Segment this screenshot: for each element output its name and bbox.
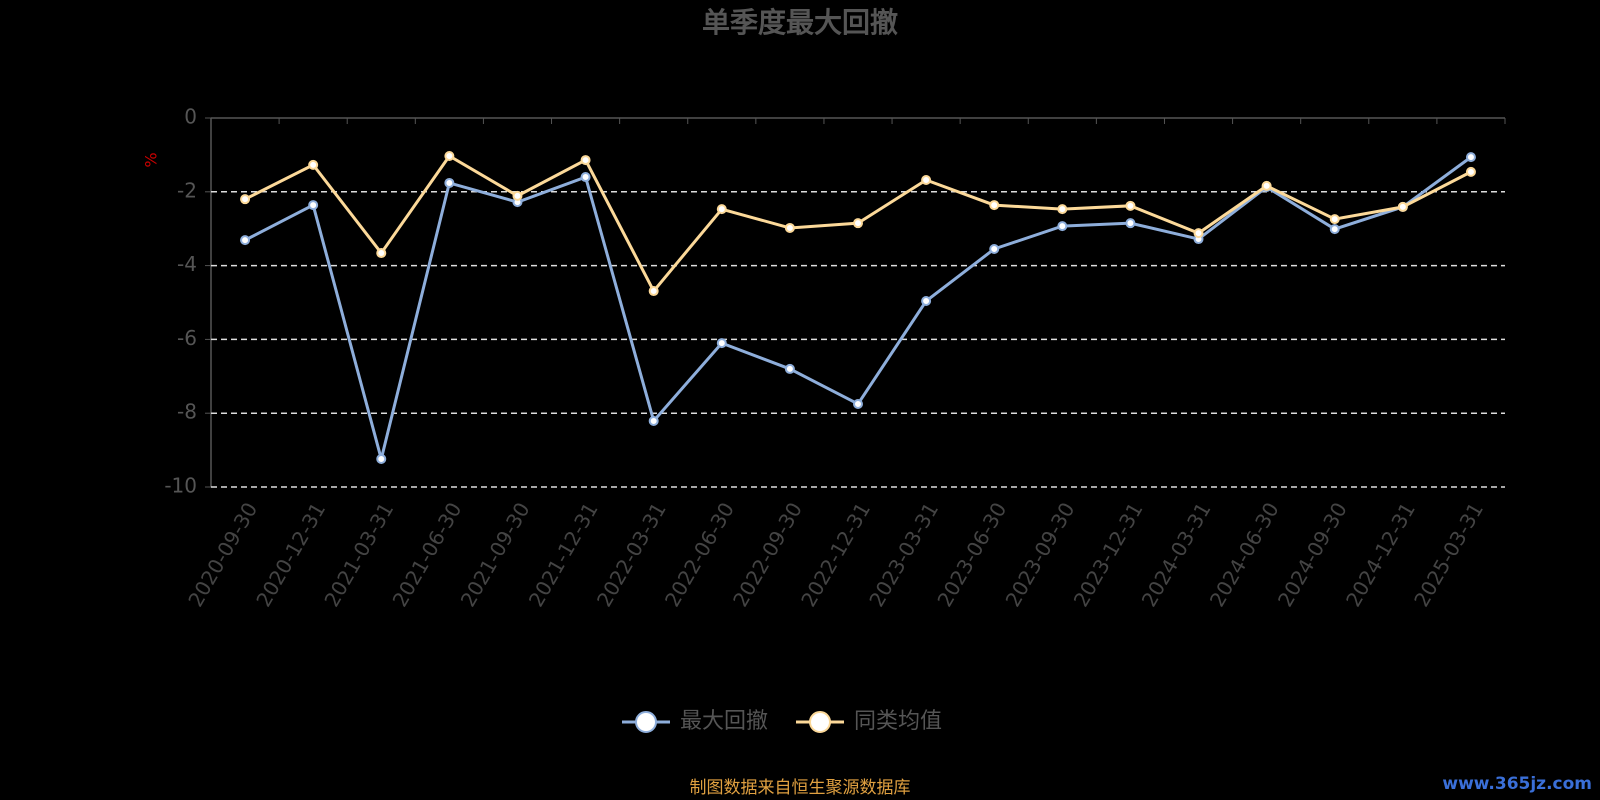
x-tick-label: 2020-12-31 bbox=[251, 498, 330, 611]
data-point bbox=[308, 159, 319, 170]
data-point bbox=[512, 190, 523, 201]
data-point bbox=[1465, 166, 1476, 177]
data-point bbox=[648, 415, 659, 426]
data-point bbox=[989, 200, 1000, 211]
x-tick-label: 2022-06-30 bbox=[660, 498, 739, 611]
x-tick-label: 2024-12-31 bbox=[1341, 498, 1420, 611]
data-point bbox=[1261, 180, 1272, 191]
x-tick-label: 2022-09-30 bbox=[728, 498, 807, 611]
data-point bbox=[648, 286, 659, 297]
x-tick-label: 2024-06-30 bbox=[1205, 498, 1284, 611]
data-point bbox=[716, 204, 727, 215]
data-point bbox=[784, 363, 795, 374]
x-tick-label: 2023-03-31 bbox=[864, 498, 943, 611]
y-tick-label: 0 bbox=[184, 105, 197, 129]
series-line bbox=[244, 155, 1472, 460]
data-point bbox=[1329, 224, 1340, 235]
data-point bbox=[376, 453, 387, 464]
data-point bbox=[921, 296, 932, 307]
watermark: www.365jz.com bbox=[1442, 774, 1592, 794]
y-tick-label: -2 bbox=[177, 178, 197, 202]
data-point bbox=[240, 194, 251, 205]
data-point bbox=[376, 248, 387, 259]
x-tick-label: 2024-09-30 bbox=[1273, 498, 1352, 611]
data-point bbox=[308, 200, 319, 211]
data-point bbox=[1193, 228, 1204, 239]
x-tick-label: 2023-09-30 bbox=[1001, 498, 1080, 611]
data-point bbox=[1125, 218, 1136, 229]
y-axis-label: % bbox=[142, 152, 161, 167]
y-tick-label: -8 bbox=[177, 400, 197, 424]
x-tick-label: 2021-09-30 bbox=[456, 498, 535, 611]
source-note: 制图数据来自恒生聚源数据库 bbox=[690, 778, 911, 798]
data-point bbox=[853, 218, 863, 229]
chart-title: 单季度最大回撤 bbox=[702, 6, 898, 39]
x-tick-label: 2020-09-30 bbox=[183, 498, 262, 611]
x-tick-label: 2022-03-31 bbox=[592, 498, 671, 611]
data-point bbox=[444, 151, 455, 162]
x-tick-label: 2023-06-30 bbox=[932, 498, 1011, 611]
y-tick-label: -10 bbox=[164, 474, 197, 498]
data-point bbox=[444, 177, 455, 188]
legend-marker bbox=[809, 711, 831, 733]
x-tick-label: 2022-12-31 bbox=[796, 498, 875, 611]
x-tick-label: 2024-03-31 bbox=[1137, 498, 1216, 611]
data-point bbox=[716, 338, 727, 349]
y-tick-label: -4 bbox=[177, 252, 197, 276]
x-tick-label: 2023-12-31 bbox=[1069, 498, 1148, 611]
data-point bbox=[1397, 201, 1408, 212]
data-point bbox=[1329, 214, 1340, 225]
data-point bbox=[853, 398, 863, 409]
x-tick-label: 2021-03-31 bbox=[319, 498, 398, 611]
data-point bbox=[580, 172, 591, 183]
data-point bbox=[784, 222, 795, 233]
data-point bbox=[1057, 221, 1068, 232]
data-point bbox=[921, 174, 932, 185]
legend-marker bbox=[635, 711, 657, 733]
legend-label: 同类均值 bbox=[854, 709, 942, 734]
data-point bbox=[1057, 204, 1068, 215]
data-point bbox=[989, 243, 1000, 254]
data-point bbox=[580, 155, 591, 166]
x-tick-label: 2021-06-30 bbox=[388, 498, 467, 611]
data-point bbox=[1465, 152, 1476, 163]
legend-label: 最大回撤 bbox=[680, 709, 768, 734]
data-point bbox=[1125, 200, 1136, 211]
y-tick-label: -6 bbox=[177, 326, 197, 350]
data-point bbox=[240, 235, 251, 246]
x-tick-label: 2021-12-31 bbox=[524, 498, 603, 611]
x-tick-label: 2025-03-31 bbox=[1409, 498, 1488, 611]
